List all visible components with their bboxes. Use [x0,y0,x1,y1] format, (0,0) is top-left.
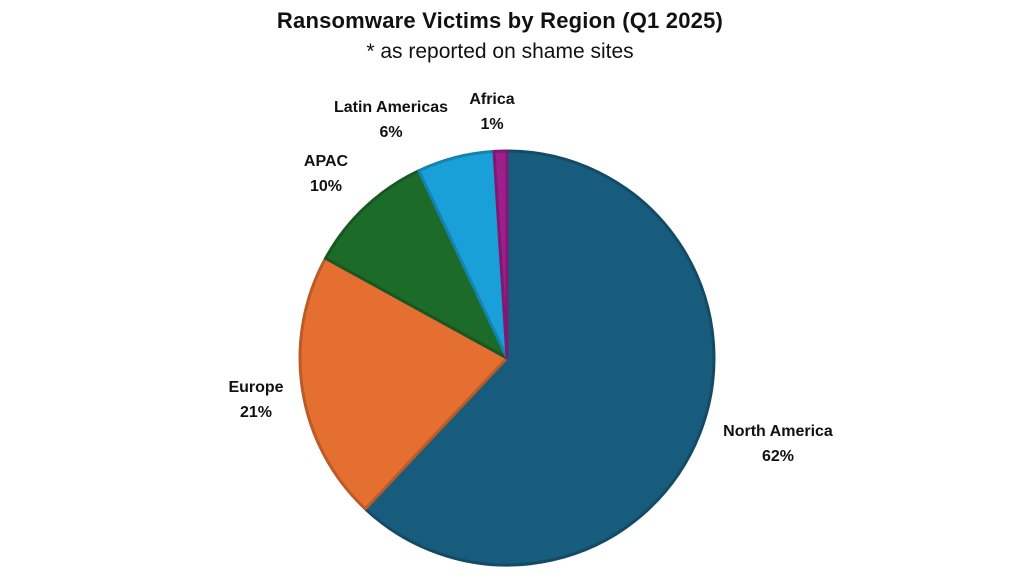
slice-value-label: 1% [480,116,503,133]
slice-name-label: APAC [304,153,349,170]
chart-title: Ransomware Victims by Region (Q1 2025) [276,8,724,33]
pie-labels: North America 62% Europe 21% APAC 10% Latin Am… [228,91,832,465]
chart-header: Ransomware Victims by Region (Q1 2025) *… [0,6,1000,66]
slice-value-label: 21% [240,404,272,421]
slice-name-label: North America [723,423,833,440]
slice-value-label: 62% [762,448,794,465]
pie-slice-north-america [363,149,716,567]
pie-slices [298,149,716,567]
slice-name-label: Europe [228,379,283,396]
slice-value-label: 10% [310,178,342,195]
pie-slice-europe [298,256,509,511]
pie-slice-africa [492,149,509,360]
slice-value-label: 6% [379,124,402,141]
pie-slice-apac [324,169,509,360]
chart-subtitle: * as reported on shame sites [366,40,634,63]
slice-name-label: Africa [469,91,514,108]
slice-name-label: Latin Americas [334,99,448,116]
